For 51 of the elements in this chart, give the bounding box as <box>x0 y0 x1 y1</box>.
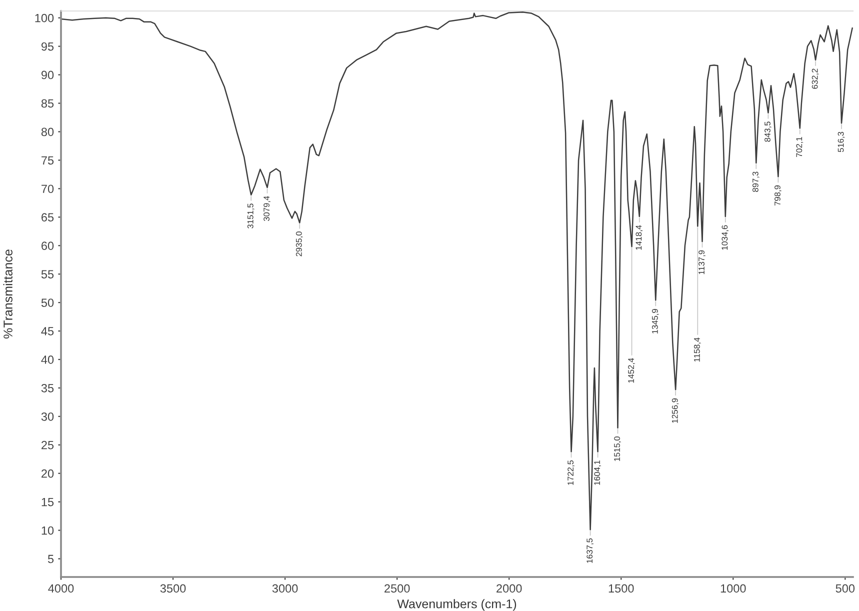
annotation: 2935,0 <box>296 231 303 256</box>
x-tick-label: 3500 <box>160 584 186 593</box>
x-tick-label: 500 <box>836 584 855 593</box>
y-tick-label: 5 <box>48 554 54 564</box>
y-tick-label: 40 <box>41 356 54 364</box>
y-tick-label: 15 <box>42 498 54 506</box>
y-tick-label: 65 <box>42 213 54 222</box>
annotation: 1604,1 <box>594 460 602 485</box>
y-tick-label: 55 <box>41 270 54 278</box>
annotation: 1722,5 <box>568 460 574 485</box>
y-tick-label: 35 <box>41 384 54 392</box>
annotation: 798,9 <box>774 185 782 206</box>
y-tick-label: 50 <box>41 298 54 307</box>
y-tick-label: 10 <box>42 526 54 535</box>
annotation: 1637,5 <box>586 538 594 563</box>
y-tick-label: 25 <box>42 440 54 450</box>
annotation: 702,1 <box>796 137 804 158</box>
annotation: 843,5 <box>764 122 772 142</box>
annotation: 3151,5 <box>247 204 254 228</box>
y-axis-title: %Transmittance <box>3 250 12 338</box>
y-tick-label: 30 <box>41 412 54 421</box>
annotation: 1418,4 <box>636 225 643 250</box>
annotation: 1452,4 <box>628 358 635 383</box>
y-tick-label: 60 <box>42 242 54 250</box>
annotation: 632,2 <box>812 68 819 89</box>
y-tick-label: 90 <box>41 70 54 80</box>
x-axis-title: Wavenumbers (cm-1) <box>397 599 516 611</box>
annotation: 1515,0 <box>614 436 621 461</box>
y-tick-label: 85 <box>41 99 54 108</box>
x-tick-label: 4000 <box>48 584 74 593</box>
line-series <box>61 12 853 530</box>
x-tick-label: 1500 <box>608 584 634 593</box>
y-tick-label: 70 <box>42 184 54 194</box>
annotation: 1137,9 <box>698 250 706 274</box>
x-tick-label: 3000 <box>272 584 298 593</box>
y-tick-label: 95 <box>41 42 54 51</box>
y-tick-label: 80 <box>41 128 54 136</box>
annotation: 1345,9 <box>652 308 659 334</box>
annotation: 516,3 <box>838 132 845 152</box>
y-tick-label: 75 <box>42 156 54 165</box>
annotation: 1256,9 <box>672 398 679 423</box>
y-tick-label: 100 <box>35 14 54 22</box>
y-tick-label: 20 <box>42 469 54 478</box>
y-tick-label: 45 <box>41 327 54 336</box>
annotation: 897,3 <box>752 172 760 192</box>
annotation: 1158,4 <box>694 338 701 362</box>
annotation: 1034,6 <box>722 225 729 250</box>
x-tick-label: 2000 <box>496 584 522 593</box>
annotation: 3079,4 <box>264 196 270 222</box>
x-tick-label: 2500 <box>384 584 410 593</box>
x-tick-label: 1000 <box>720 584 746 593</box>
